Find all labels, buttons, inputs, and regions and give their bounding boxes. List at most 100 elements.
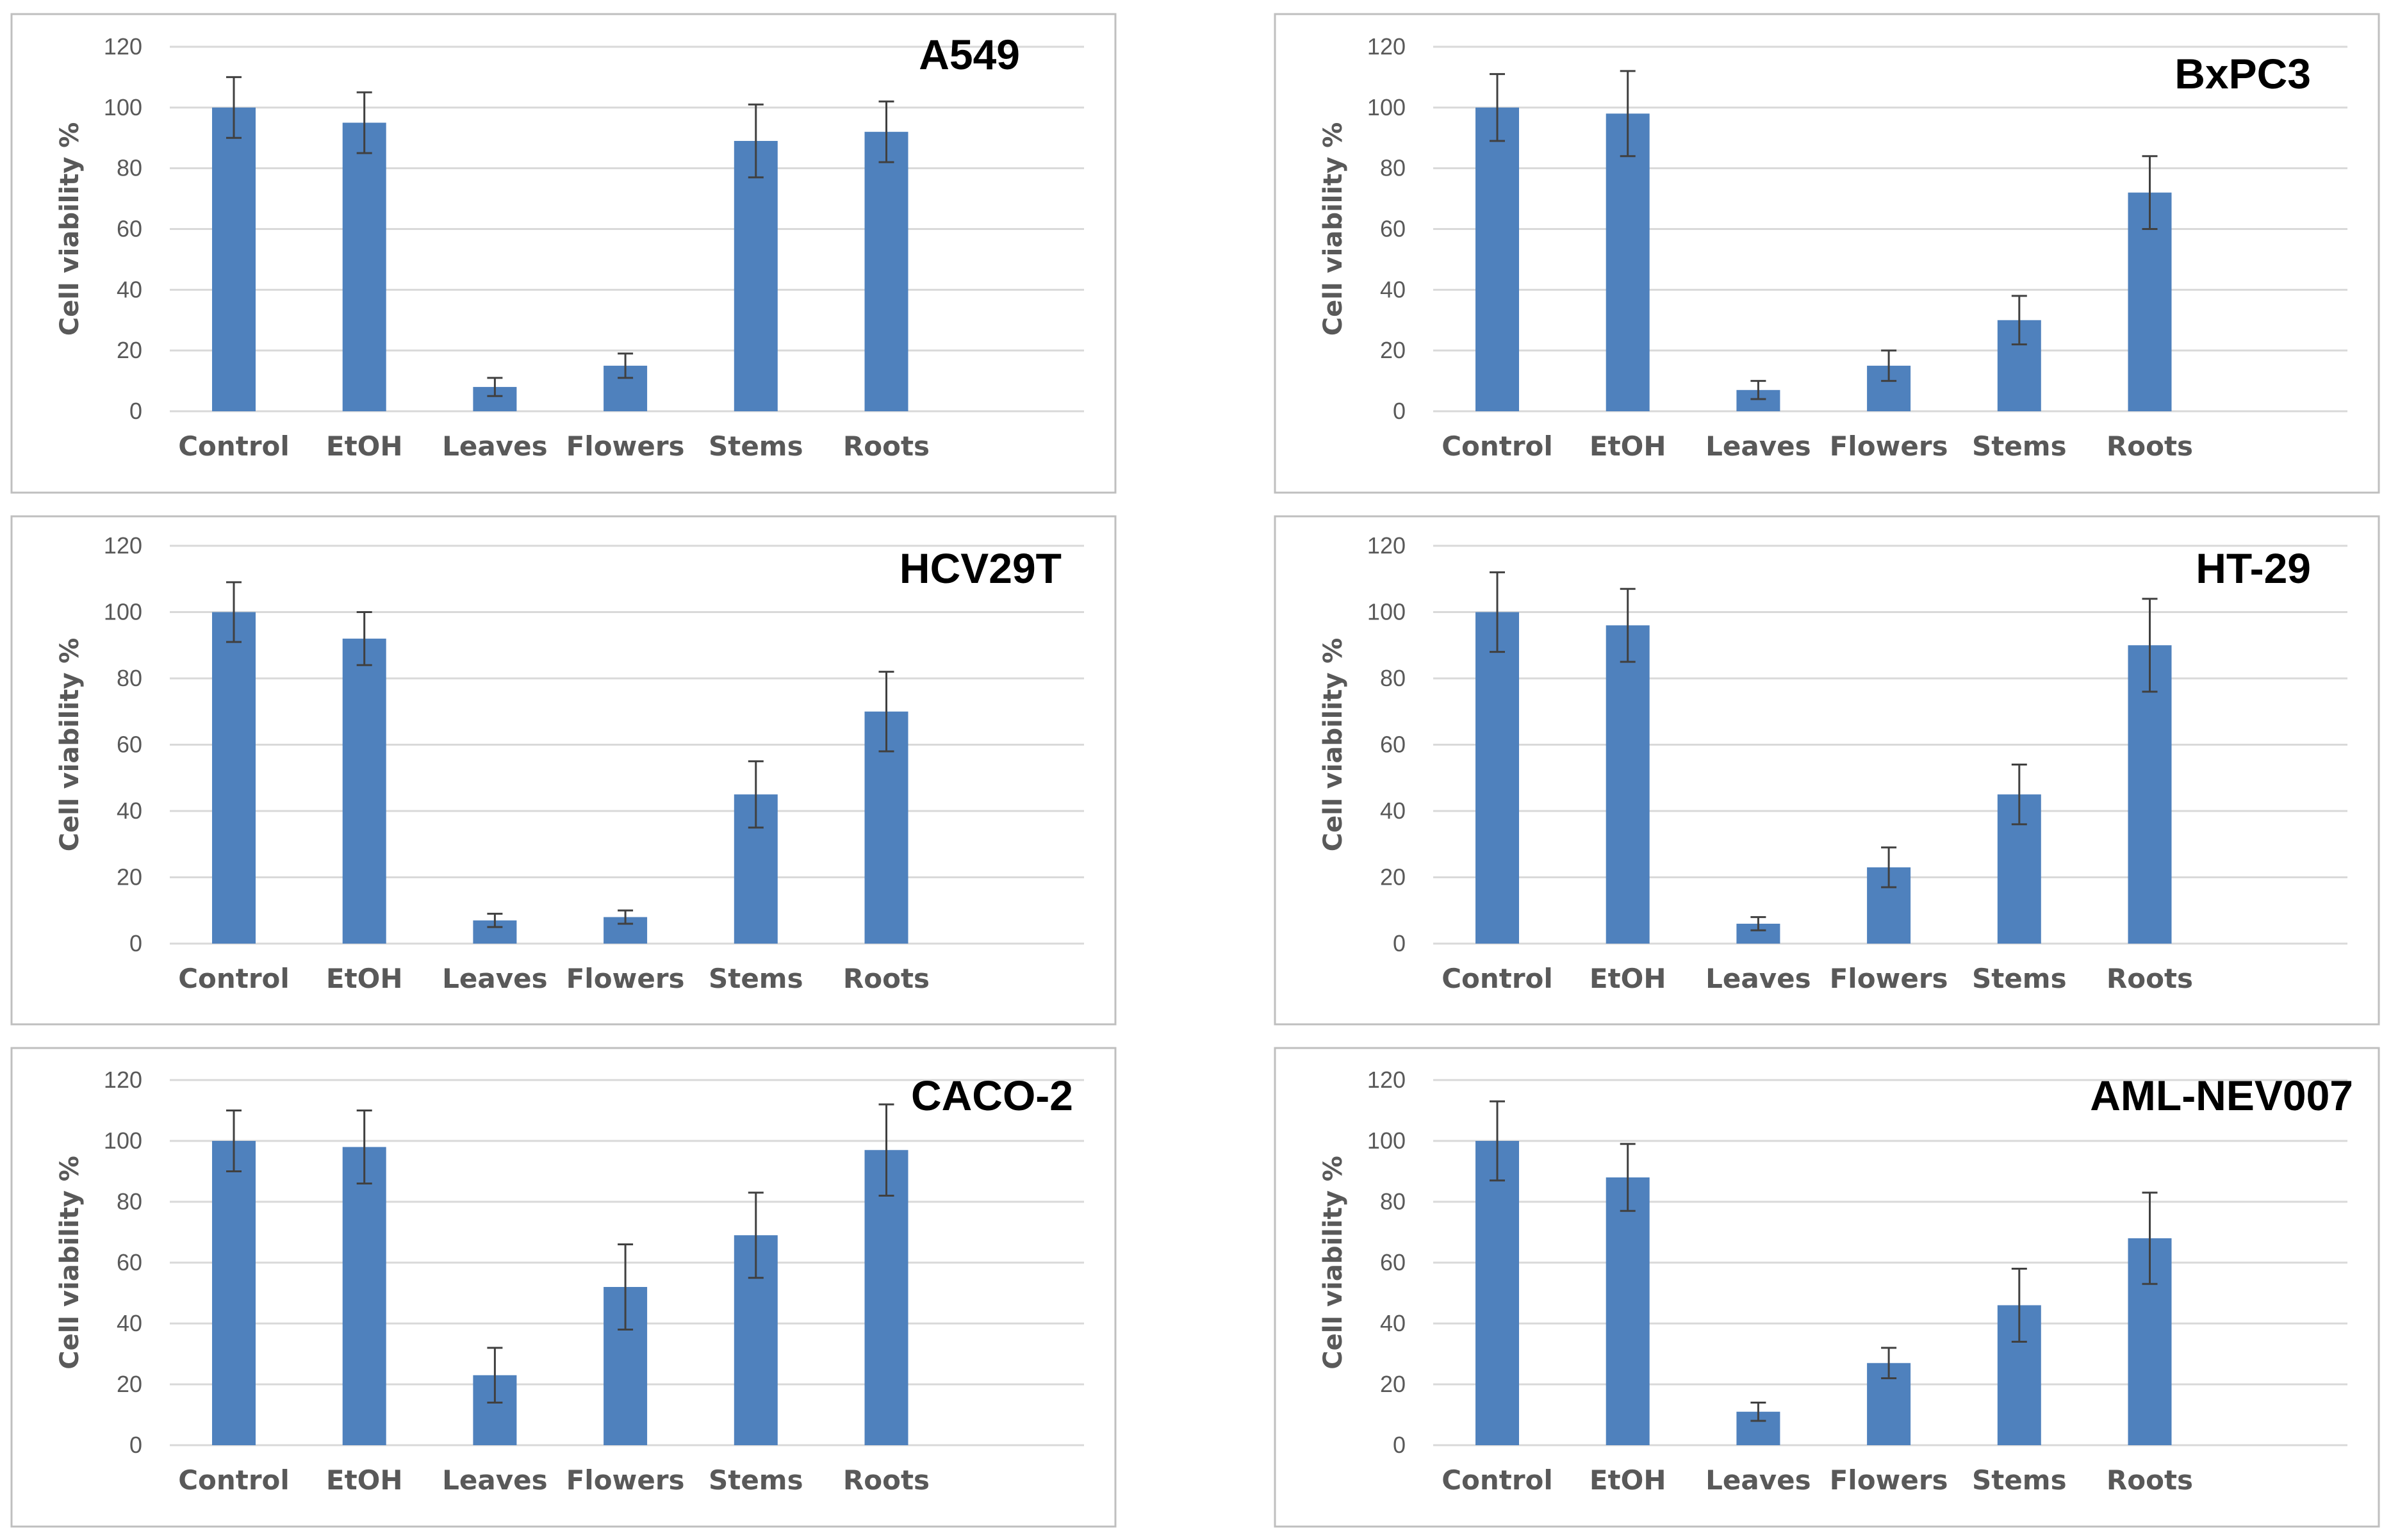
y-tick-label: 40 — [117, 1310, 142, 1336]
error-bar — [1881, 1347, 1897, 1379]
x-tick-label: Stems — [1972, 430, 2067, 462]
y-tick-label: 60 — [1380, 216, 1406, 242]
error-bar — [2011, 295, 2027, 346]
bar-etoh — [342, 638, 386, 944]
y-tick-label: 0 — [1393, 1432, 1406, 1458]
chart-frame — [10, 515, 1117, 1026]
y-tick-label: 60 — [1380, 1249, 1406, 1275]
x-tick-label: Flowers — [566, 1464, 685, 1496]
error-bar — [1881, 846, 1897, 889]
y-tick-label: 100 — [104, 599, 142, 625]
x-tick-label: EtOH — [1590, 1464, 1666, 1496]
y-tick-label: 0 — [1393, 398, 1406, 424]
y-tick-label: 120 — [1367, 33, 1406, 60]
error-bar — [1620, 1143, 1636, 1212]
x-tick-label: Stems — [709, 430, 803, 462]
chart-frame — [10, 13, 1117, 494]
chart-panel-6: 0 20 40 60 80 100 120 Cell viability % Control Et… — [1274, 1047, 2380, 1528]
x-tick-label: Stems — [1972, 1464, 2067, 1496]
x-tick-label: Leaves — [442, 963, 547, 994]
x-tick-label: Leaves — [1705, 1464, 1811, 1496]
error-bar — [487, 377, 503, 397]
error-bar — [2142, 1192, 2158, 1285]
chart-title: HT-29 — [2196, 545, 2311, 592]
y-tick-label: 60 — [1380, 732, 1406, 758]
bar-roots — [2128, 645, 2172, 944]
y-tick-label: 100 — [1367, 1127, 1406, 1154]
x-tick-label: Flowers — [1830, 430, 1948, 462]
bar-etoh — [1606, 113, 1650, 412]
error-bar — [1490, 1100, 1505, 1182]
error-bar — [226, 76, 242, 139]
bar-control — [212, 1141, 256, 1445]
error-bar — [1490, 571, 1505, 653]
x-tick-label: Stems — [709, 1464, 803, 1496]
x-tick-label: Roots — [843, 963, 930, 994]
y-tick-label: 0 — [129, 398, 142, 424]
chart-title: AML-NEV007 — [2090, 1072, 2353, 1119]
y-tick-label: 80 — [1380, 155, 1406, 181]
y-tick-label: 20 — [1380, 864, 1406, 890]
chart-title: A549 — [919, 31, 1020, 78]
error-bar — [356, 1110, 372, 1184]
bar-roots — [864, 1150, 908, 1445]
x-tick-label: Roots — [2107, 963, 2193, 994]
y-tick-label: 0 — [1393, 930, 1406, 956]
error-bar — [618, 909, 634, 925]
chart-frame — [1274, 13, 2380, 494]
y-axis-label: Cell viability % — [1319, 1156, 1348, 1370]
bar-etoh — [1606, 1177, 1650, 1445]
error-bar — [487, 1347, 503, 1404]
y-tick-label: 80 — [117, 665, 142, 691]
bar-stems — [734, 140, 778, 411]
error-bar — [2142, 155, 2158, 230]
x-tick-label: Roots — [843, 430, 930, 462]
y-tick-label: 40 — [1380, 276, 1406, 302]
y-tick-label: 20 — [117, 337, 142, 363]
x-tick-label: EtOH — [326, 430, 403, 462]
y-tick-label: 120 — [1367, 532, 1406, 559]
x-tick-label: Control — [1442, 963, 1553, 994]
y-tick-label: 100 — [1367, 599, 1406, 625]
error-bar — [1490, 73, 1505, 142]
chart-title: CACO-2 — [911, 1072, 1073, 1119]
y-tick-label: 80 — [117, 155, 142, 181]
x-tick-label: Control — [1442, 430, 1553, 462]
x-tick-label: Roots — [843, 1464, 930, 1496]
chart-panel-2: 0 20 40 60 80 100 120 Cell viability % Control Et… — [1274, 13, 2380, 494]
error-bar — [878, 100, 894, 163]
y-tick-label: 100 — [104, 94, 142, 120]
x-tick-label: Leaves — [1705, 963, 1811, 994]
chart-frame — [1274, 515, 2380, 1026]
y-tick-label: 40 — [117, 276, 142, 302]
chart-panel-5: 0 20 40 60 80 100 120 Cell viability % Control Et… — [10, 1047, 1117, 1528]
chart-panel-1: 0 20 40 60 80 100 120 Cell viability % Control Et… — [10, 13, 1117, 494]
x-tick-label: Leaves — [1705, 430, 1811, 462]
error-bar — [1620, 587, 1636, 663]
error-bar — [1750, 1402, 1766, 1422]
x-tick-label: Stems — [709, 963, 803, 994]
y-tick-label: 0 — [129, 1432, 142, 1458]
bar-control — [1475, 107, 1519, 412]
x-tick-label: Control — [178, 430, 290, 462]
chart-panel-3: 0 20 40 60 80 100 120 Cell viability % Control Et… — [10, 515, 1117, 1026]
bar-control — [212, 107, 256, 412]
x-tick-label: Roots — [2107, 430, 2193, 462]
chart-title: BxPC3 — [2174, 50, 2311, 97]
y-tick-label: 80 — [1380, 1188, 1406, 1215]
error-bar — [748, 1192, 764, 1279]
error-bar — [748, 103, 764, 179]
x-tick-label: Control — [1442, 1464, 1553, 1496]
error-bar — [356, 91, 372, 154]
error-bar — [618, 352, 634, 379]
y-tick-label: 20 — [117, 864, 142, 890]
y-tick-label: 20 — [1380, 1371, 1406, 1397]
x-tick-label: Flowers — [1830, 963, 1948, 994]
y-tick-label: 40 — [117, 798, 142, 824]
x-tick-label: Flowers — [566, 430, 685, 462]
y-axis-label: Cell viability % — [55, 638, 85, 852]
x-tick-label: Roots — [2107, 1464, 2193, 1496]
error-bar — [1620, 70, 1636, 158]
y-tick-label: 20 — [117, 1371, 142, 1397]
